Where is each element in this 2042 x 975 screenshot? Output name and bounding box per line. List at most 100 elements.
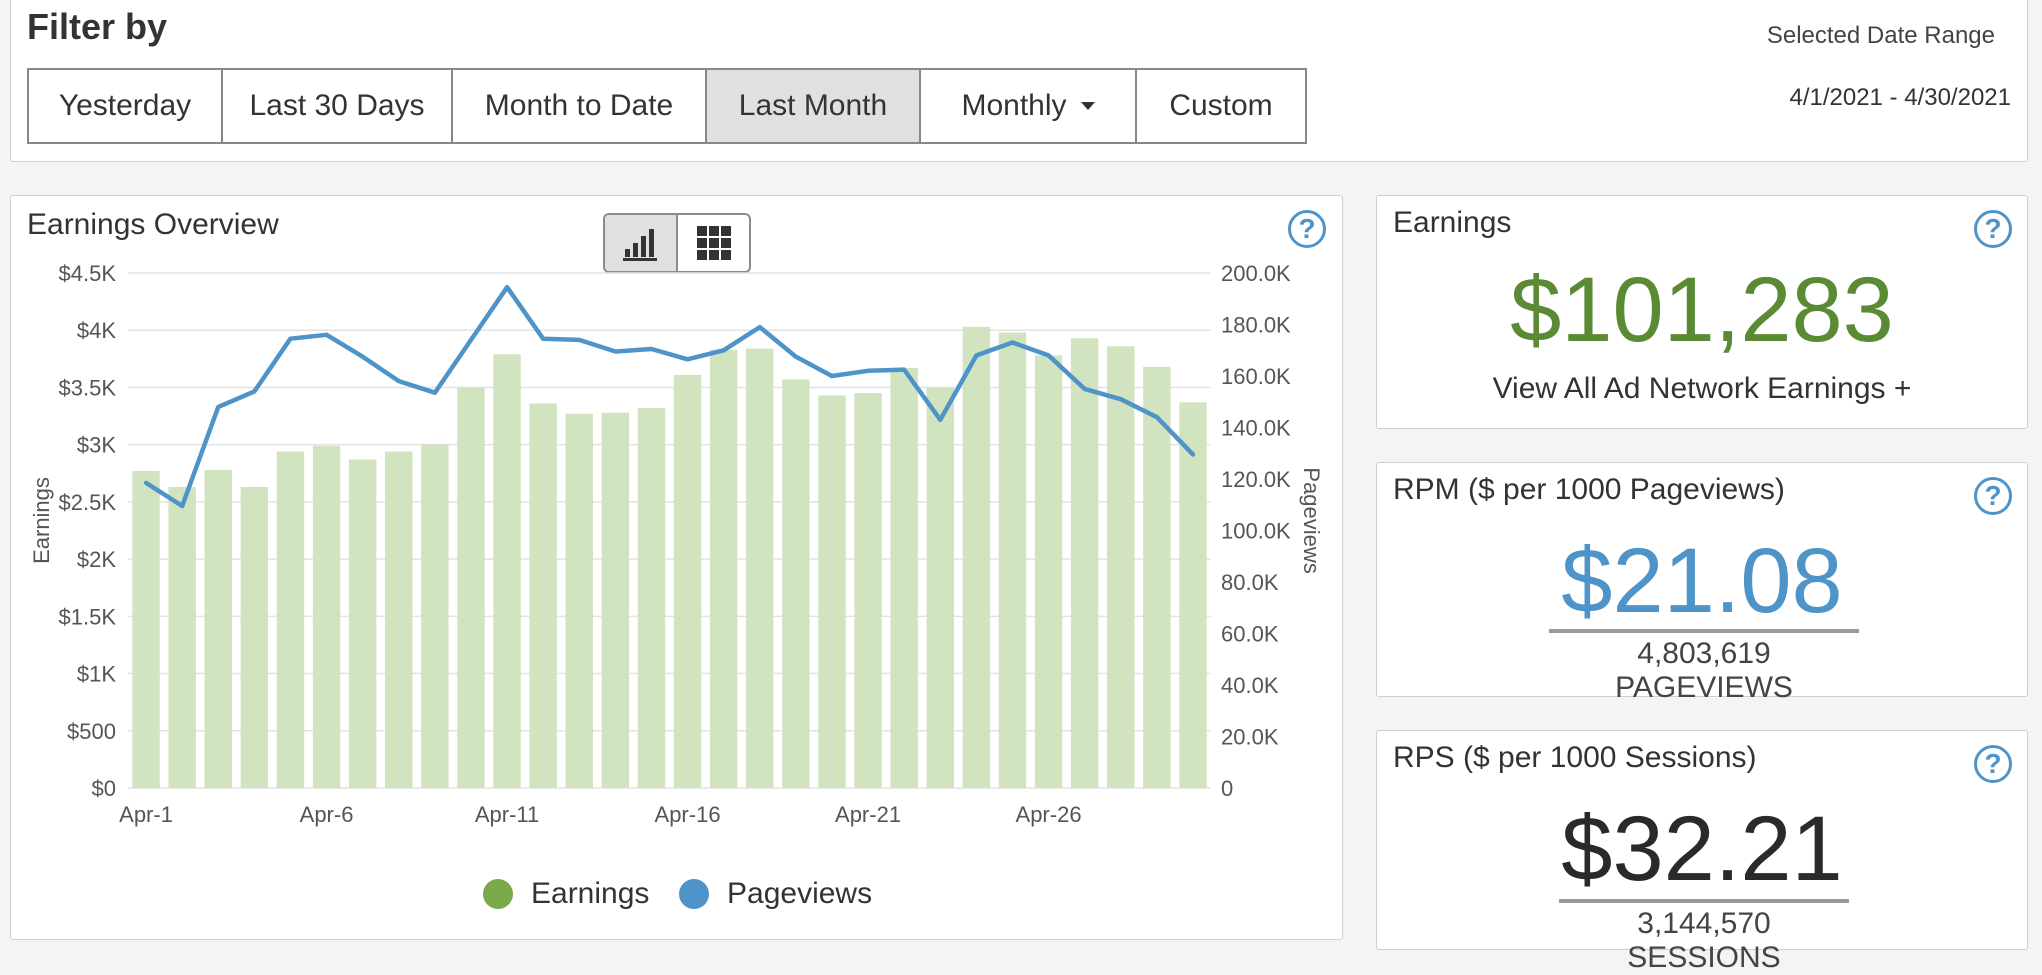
- legend-pageviews[interactable]: Pageviews: [679, 877, 872, 911]
- selected-date-range-value: 4/1/2021 - 4/30/2021: [1789, 84, 2011, 111]
- y-tick-label: $3K: [77, 433, 116, 458]
- filter-custom-button[interactable]: Custom: [1137, 70, 1305, 142]
- filter-monthly-dropdown[interactable]: Monthly: [921, 70, 1137, 142]
- earnings-bar: [998, 332, 1027, 788]
- earnings-bar: [601, 412, 630, 788]
- earnings-bar: [854, 393, 882, 788]
- rpm-card: RPM ($ per 1000 Pageviews) ? $21.08 4,80…: [1376, 462, 2028, 704]
- bar-chart-icon: [622, 229, 657, 261]
- y-right-tick-label: 180.0K: [1221, 313, 1291, 338]
- y-right-tick-label: 60.0K: [1221, 622, 1279, 647]
- y-right-tick-label: 0: [1221, 776, 1233, 801]
- earnings-bar: [673, 374, 702, 788]
- y-right-tick-label: 160.0K: [1221, 364, 1291, 389]
- earnings-overview-panel: Earnings Overview ? $0 $500 $1K $1.5K $2K $2.…: [10, 195, 1343, 940]
- y-tick-label: $2K: [77, 547, 116, 572]
- selected-date-range-label: Selected Date Range: [1766, 22, 1995, 49]
- x-tick-label: Apr-16: [655, 802, 721, 827]
- y-tick-label: $4K: [77, 318, 116, 343]
- earnings-bar: [782, 379, 810, 788]
- y-right-axis-title: Pageviews: [1299, 467, 1324, 573]
- filter-yesterday-button[interactable]: Yesterday: [29, 70, 223, 142]
- y-tick-label: $2.5K: [59, 490, 117, 515]
- x-tick-label: Apr-26: [1016, 802, 1082, 827]
- filter-button-label: Last 30 Days: [249, 89, 425, 122]
- y-right-tick-label: 40.0K: [1221, 673, 1279, 698]
- earnings-bar: [493, 354, 521, 788]
- rps-card: RPS ($ per 1000 Sessions) ? $32.21 3,144…: [1376, 730, 2028, 974]
- x-tick-label: Apr-6: [300, 802, 354, 827]
- earnings-bar: [457, 387, 485, 788]
- filter-title: Filter by: [27, 6, 168, 47]
- view-toggle: [603, 213, 751, 273]
- earnings-bar: [276, 451, 305, 788]
- filter-button-label: Custom: [1169, 89, 1273, 122]
- earnings-bar: [240, 487, 269, 788]
- earnings-overview-title: Earnings Overview: [27, 208, 279, 241]
- table-view-button[interactable]: [678, 215, 749, 271]
- y-tick-label: $4.5K: [59, 261, 117, 286]
- legend-label: Pageviews: [727, 877, 873, 910]
- rps-value: $32.21: [1561, 798, 1843, 900]
- filter-last-30-days-button[interactable]: Last 30 Days: [223, 70, 453, 142]
- earnings-bar: [1179, 402, 1207, 788]
- y-tick-label: $1.5K: [59, 604, 117, 629]
- earnings-legend-dot: [483, 879, 513, 909]
- date-filter-group: Yesterday Last 30 Days Month to Date Las…: [27, 68, 1307, 144]
- filter-button-label: Yesterday: [58, 89, 192, 122]
- chart-view-button[interactable]: [605, 215, 678, 271]
- earnings-bar: [204, 469, 232, 788]
- earnings-bar: [962, 326, 991, 788]
- earnings-bar: [818, 395, 846, 788]
- y-tick-label: $500: [67, 719, 116, 744]
- caret-down-icon: [1080, 102, 1095, 110]
- filter-last-month-button[interactable]: Last Month: [707, 70, 921, 142]
- grid-icon: [696, 226, 731, 260]
- earnings-bar: [709, 349, 738, 788]
- earnings-bar: [926, 387, 954, 788]
- legend-earnings[interactable]: Earnings: [483, 877, 649, 911]
- filter-button-label: Month to Date: [484, 89, 674, 122]
- y-right-tick-label: 120.0K: [1221, 467, 1291, 492]
- earnings-value: $101,283: [1510, 259, 1894, 361]
- y-axis-title: Earnings: [29, 477, 54, 564]
- pageviews-legend-dot: [679, 879, 709, 909]
- sessions-total: 3,144,570 SESSIONS: [1559, 899, 1849, 975]
- earnings-bar: [385, 451, 413, 788]
- filter-button-label: Monthly: [961, 89, 1067, 122]
- help-icon[interactable]: ?: [1974, 210, 2012, 248]
- rps-label: RPS ($ per 1000 Sessions): [1393, 741, 1757, 774]
- x-tick-label: Apr-1: [119, 802, 173, 827]
- help-icon[interactable]: ?: [1974, 477, 2012, 515]
- view-all-earnings-link[interactable]: View All Ad Network Earnings +: [1492, 372, 1912, 405]
- y-right-tick-label: 20.0K: [1221, 725, 1279, 750]
- earnings-bar: [746, 348, 774, 788]
- earnings-bar: [1107, 346, 1135, 788]
- filter-panel: Filter by Yesterday Last 30 Days Month t…: [10, 0, 2028, 162]
- earnings-bar: [1034, 355, 1063, 788]
- earnings-bar: [565, 413, 593, 788]
- earnings-bar: [1070, 338, 1099, 788]
- y-right-tick-label: 140.0K: [1221, 416, 1291, 441]
- pageviews-line: [143, 284, 1196, 509]
- earnings-chart: $0 $500 $1K $1.5K $2K $2.5K $3K $3.5K $4K $4.5K 0 2…: [29, 261, 1324, 827]
- filter-month-to-date-button[interactable]: Month to Date: [453, 70, 707, 142]
- x-tick-label: Apr-21: [835, 802, 901, 827]
- pageviews-total: 4,803,619 PAGEVIEWS: [1549, 629, 1859, 705]
- earnings-bar: [890, 367, 918, 788]
- earnings-card: Earnings ? $101,283 View All Ad Network …: [1376, 195, 2028, 429]
- filter-button-label: Last Month: [738, 89, 888, 122]
- earnings-bar: [637, 408, 666, 788]
- y-right-tick-label: 100.0K: [1221, 519, 1291, 544]
- y-tick-label: $1K: [77, 662, 116, 687]
- help-icon[interactable]: ?: [1974, 745, 2012, 783]
- earnings-label: Earnings: [1393, 206, 1512, 239]
- earnings-bar: [1143, 366, 1171, 788]
- y-right-tick-label: 80.0K: [1221, 570, 1279, 595]
- rpm-value: $21.08: [1561, 530, 1843, 632]
- x-tick-label: Apr-11: [475, 802, 539, 827]
- help-icon[interactable]: ?: [1288, 210, 1326, 248]
- rpm-label: RPM ($ per 1000 Pageviews): [1393, 473, 1785, 506]
- y-tick-label: $0: [92, 776, 116, 801]
- earnings-bar: [168, 487, 196, 788]
